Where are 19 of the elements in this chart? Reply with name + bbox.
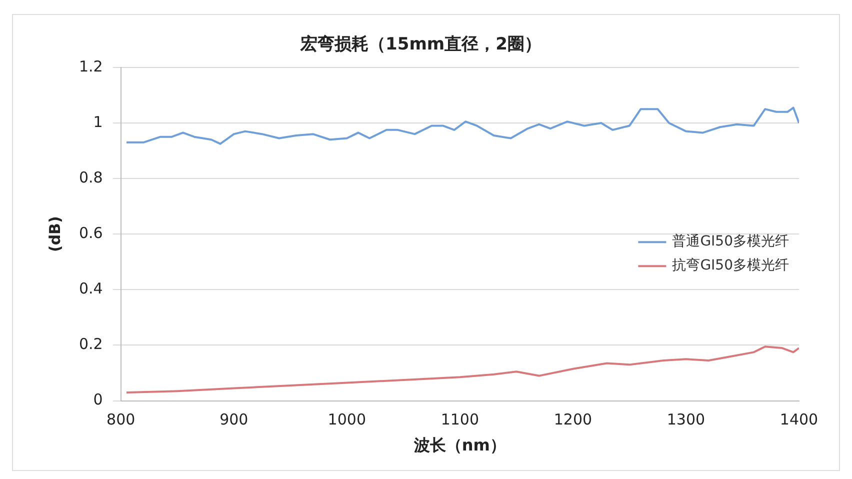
y-tick-label: 0.8: [78, 168, 103, 186]
x-tick-label: 900: [220, 410, 248, 429]
y-tick-label: 0.4: [78, 280, 103, 298]
x-tick-label: 1100: [440, 410, 480, 429]
y-tick-label: 0.6: [78, 224, 103, 242]
chart-title: 宏弯损耗（15mm直径，2圈）: [300, 34, 542, 55]
y-tick-label: 0.2: [78, 335, 103, 354]
x-tick-label: 1400: [780, 410, 818, 429]
y-tick-label: 0: [93, 390, 103, 409]
x-axis-title: 波长（nm）: [412, 436, 506, 455]
y-tick-label: 1: [93, 112, 103, 131]
x-tick-label: 1200: [554, 410, 592, 429]
x-tick-label: 800: [106, 410, 136, 429]
y-axis-title: (dB): [46, 216, 64, 252]
y-tick-label: 1.2: [78, 57, 103, 76]
legend-label: 普通GI50多模光纤: [672, 232, 790, 250]
legend-label: 抗弯GI50多模光纤: [672, 258, 790, 274]
x-tick-label: 1300: [666, 410, 706, 429]
x-tick-label: 1000: [328, 410, 366, 429]
